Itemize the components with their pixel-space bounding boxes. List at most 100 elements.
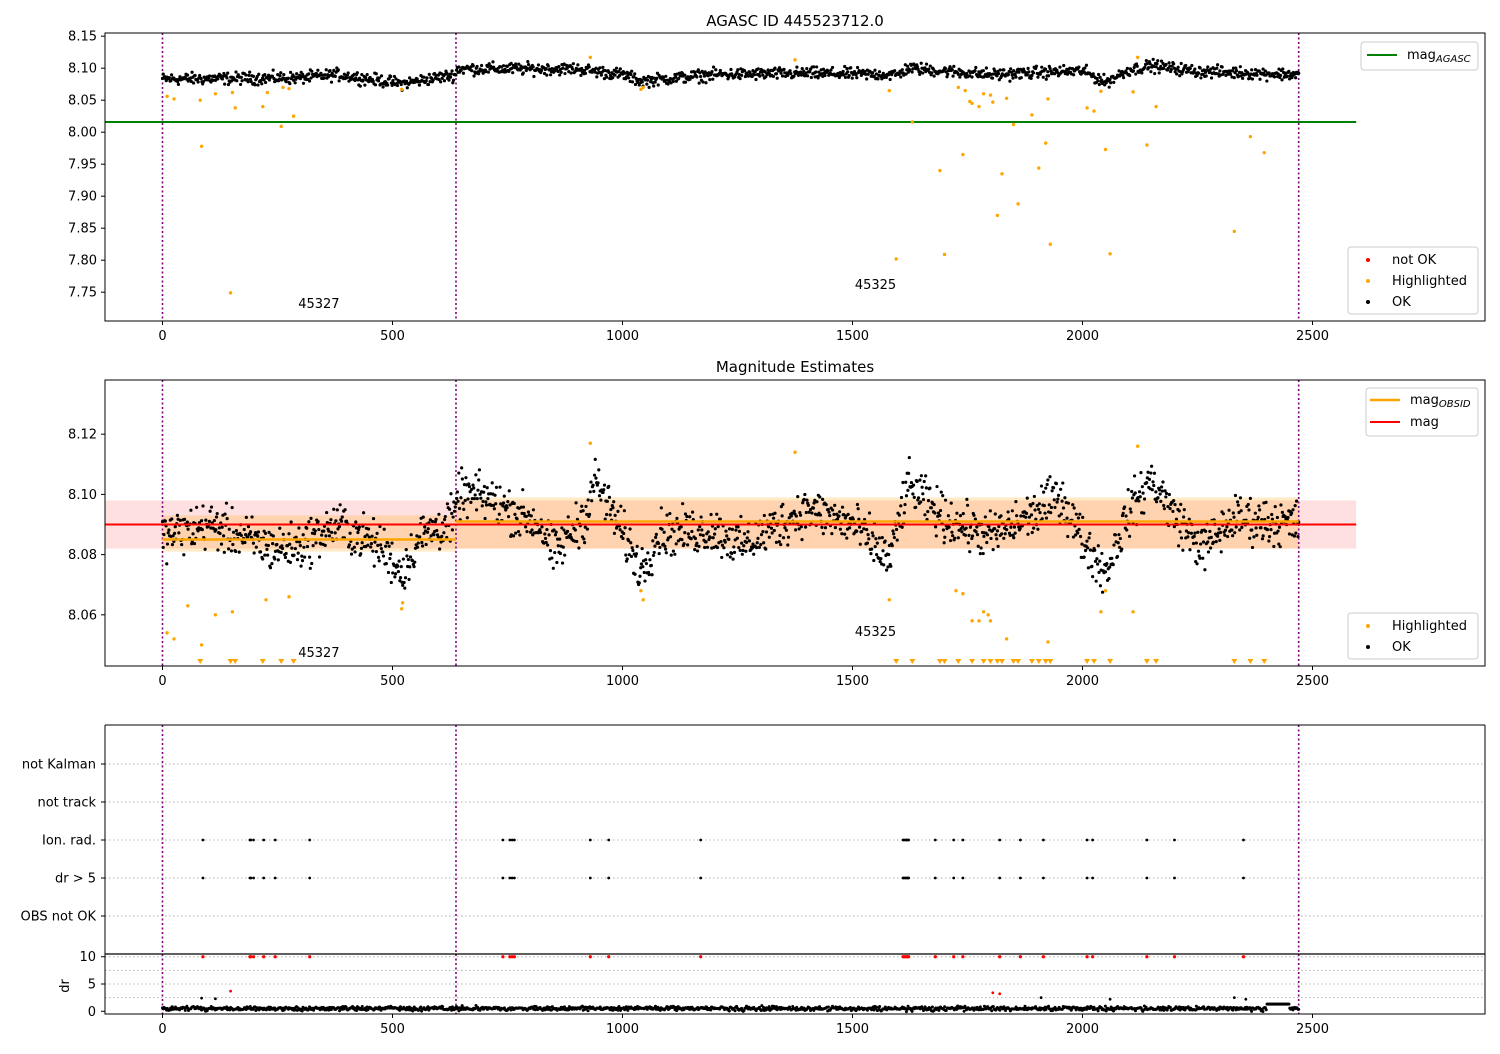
panel1-ok-point	[505, 64, 509, 68]
panel2-ok-point	[1218, 538, 1222, 542]
panel1-ok-point	[246, 80, 250, 84]
panel2-ok-point	[1294, 499, 1299, 503]
panel2-ok-point	[1233, 493, 1238, 498]
panel1-highlighted-point	[1044, 141, 1048, 145]
panel4-ok-point	[338, 1009, 342, 1013]
panel2-ok-point	[802, 497, 806, 502]
panel2-ok-point	[737, 546, 741, 550]
panel1-ok-point	[805, 66, 809, 71]
panel1-ok-point	[1202, 68, 1206, 72]
panel2-ok-point	[1054, 481, 1058, 486]
panel2-ok-point	[231, 542, 235, 547]
panel4-y-tick-label: 5	[88, 978, 96, 993]
panel2-ok-point	[903, 502, 907, 507]
panel1-ok-point	[1178, 74, 1182, 78]
panel2-ok-point	[956, 536, 960, 540]
panel2-ok-point	[840, 505, 845, 509]
panel2-ok-point	[794, 528, 798, 532]
panel2-ok-point	[195, 505, 199, 509]
panel1-ok-point	[407, 76, 412, 80]
panel1-ok-point	[579, 73, 583, 78]
panel2-ok-point	[697, 544, 701, 548]
panel1-ok-point	[816, 76, 820, 80]
panel1-ok-point	[257, 72, 261, 76]
panel2-ok-point	[370, 534, 374, 538]
panel1-highlighted-point	[287, 86, 291, 91]
panel2-ok-point	[1085, 539, 1089, 543]
panel1-ok-point	[1215, 66, 1219, 70]
panel1-ok-point	[633, 72, 637, 76]
panel1-ok-point	[956, 72, 960, 76]
panel2-ok-point	[290, 546, 294, 550]
panel2-ok-point	[671, 549, 675, 553]
panel2-ok-point	[725, 534, 729, 538]
panel1-ok-point	[507, 69, 511, 74]
panel2-ok-point	[1066, 534, 1070, 539]
panel2-ok-point	[622, 509, 626, 513]
panel2-ok-point	[683, 530, 687, 535]
panel2-ok-point	[650, 573, 654, 577]
panel2-ok-point	[693, 548, 697, 552]
panel2-ok-point	[624, 553, 628, 557]
panel1-ok-point	[1058, 65, 1062, 69]
panel2-ok-point	[350, 547, 354, 551]
panel2-ok-point	[295, 540, 299, 544]
panel2-ok-point	[1184, 529, 1189, 533]
panel1-ok-point	[1193, 67, 1197, 71]
panel2-ok-point	[1162, 507, 1167, 511]
panel2-highlighted-point	[961, 592, 965, 596]
panel1-ok-point	[1190, 63, 1194, 68]
panel2-ok-point	[518, 533, 522, 537]
panel2-ok-point	[256, 530, 261, 534]
panel2-ok-point	[504, 508, 508, 512]
panel2-ok-point	[589, 480, 593, 484]
panel1-ok-point	[1218, 69, 1222, 73]
legend-swatch	[1366, 645, 1370, 649]
panel1-ok-point	[811, 65, 816, 69]
panel1-ok-point	[260, 82, 264, 86]
panel1-ok-point	[923, 66, 927, 70]
panel2-ok-point	[704, 540, 708, 544]
panel2-ok-point	[177, 531, 181, 535]
legend-label: not OK	[1392, 253, 1437, 268]
panel1-ok-point	[802, 69, 806, 73]
panel1-ok-point	[630, 80, 635, 84]
panel2-ok-point	[1145, 481, 1149, 485]
panel2-ok-point	[296, 551, 300, 555]
panel1-ok-point	[608, 73, 613, 78]
panel2-below-range-marker	[1047, 659, 1054, 664]
panel2-ok-point	[505, 506, 509, 510]
panel1-ok-point	[655, 76, 659, 80]
panel2-ok-point	[298, 540, 302, 544]
panel2-ok-point	[467, 484, 472, 489]
panel1-ok-point	[353, 78, 357, 83]
panel2-ok-point	[302, 545, 306, 549]
panel4-ok-point	[411, 1009, 415, 1013]
panel2-ok-point	[1077, 527, 1081, 531]
panel1-highlighted-point	[942, 252, 947, 257]
panel2-ok-point	[1265, 528, 1270, 532]
panel1-ok-point	[448, 75, 453, 79]
panel1-ok-point	[1096, 79, 1100, 83]
panel2-ok-point	[506, 515, 511, 519]
panel1-ok-point	[1102, 72, 1106, 76]
panel4-ok-point	[1231, 1008, 1235, 1012]
panel1-ok-point	[854, 73, 858, 77]
panel2-ok-point	[1188, 548, 1192, 552]
panel2-ok-point	[543, 536, 548, 541]
panel2-ok-point	[1189, 531, 1194, 535]
panel4-ok-point	[937, 1008, 941, 1012]
panel1-ok-point	[910, 70, 914, 74]
panel1-ok-point	[756, 67, 760, 71]
panel2-ok-point	[602, 488, 606, 492]
panel2-ok-point	[375, 531, 379, 535]
panel2-ok-point	[526, 510, 531, 514]
panel2-ok-point	[437, 512, 441, 516]
panel3-flag-point	[1085, 838, 1089, 842]
panel1-ok-point	[1156, 59, 1160, 63]
panel2-ok-point	[805, 498, 809, 502]
panel1-ok-point	[223, 82, 227, 86]
panel1-ok-point	[1221, 72, 1225, 76]
panel1-ok-point	[352, 72, 356, 76]
panel1-ok-point	[871, 71, 875, 75]
